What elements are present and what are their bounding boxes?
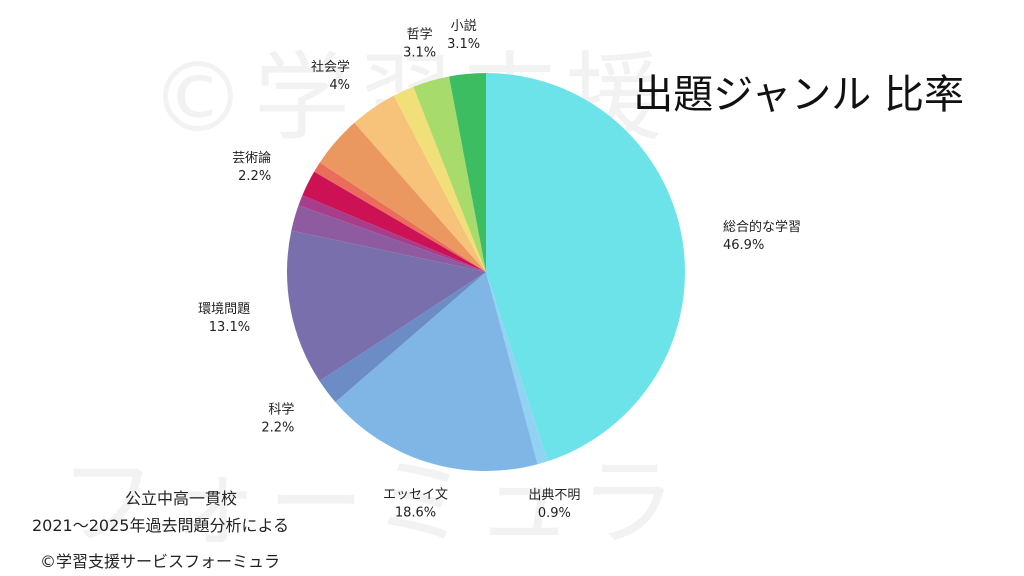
slice-category-label-1: 出典不明 bbox=[528, 488, 580, 503]
slice-category-label-4: 環境問題 bbox=[198, 302, 250, 317]
slice-category-label-2: エッセイ文 bbox=[383, 487, 448, 502]
slice-category-label-0: 総合的な学習 bbox=[723, 219, 801, 235]
slice-category-label-10: 社会学 bbox=[311, 59, 350, 75]
pie-slice-3 bbox=[319, 272, 486, 403]
footer-school-type: 公立中高一貫校 bbox=[125, 489, 238, 508]
slice-category-label-3: 科学 bbox=[268, 402, 294, 418]
slice-value-label-1: 0.9% bbox=[538, 506, 571, 521]
slice-value-label-2: 18.6% bbox=[395, 505, 436, 520]
slice-category-label-12: 哲学 bbox=[407, 26, 433, 42]
footer-analysis-period: 2021〜2025年過去問題分析による bbox=[32, 516, 289, 535]
slice-value-label-10: 4% bbox=[329, 78, 350, 93]
pie-slice-11 bbox=[393, 86, 486, 272]
slice-value-label-7: 2.2% bbox=[238, 169, 271, 184]
slice-value-label-4: 13.1% bbox=[209, 320, 250, 335]
slice-value-label-0: 46.9% bbox=[723, 238, 764, 253]
pie-slice-10 bbox=[354, 95, 486, 272]
slice-category-label-7: 芸術論 bbox=[232, 150, 271, 166]
slice-value-label-13: 3.1% bbox=[447, 37, 480, 52]
pie-slice-0 bbox=[486, 73, 685, 462]
pie-labels: 総合的な学習 46.9% 出典不明 0.9% エッセイ文 18.6% 科学 2.2% 環境問題 1… bbox=[198, 18, 801, 521]
pie-slice-13 bbox=[449, 73, 486, 272]
chart-title: 出題ジャンル 比率 bbox=[633, 72, 964, 118]
pie-slice-6 bbox=[298, 195, 486, 272]
pie-slice-4 bbox=[286, 230, 486, 382]
slice-value-label-12: 3.1% bbox=[403, 45, 436, 60]
pie-slice-12 bbox=[413, 76, 486, 273]
slice-category-label-13: 小説 bbox=[451, 18, 477, 34]
pie-slice-9 bbox=[319, 122, 486, 273]
pie-slice-5 bbox=[291, 205, 486, 272]
pie-slice-7 bbox=[302, 171, 486, 272]
pie-slices bbox=[286, 73, 685, 472]
pie-slice-2 bbox=[335, 272, 538, 472]
slice-value-label-3: 2.2% bbox=[261, 421, 294, 436]
pie-slice-1 bbox=[486, 272, 548, 465]
footer-copyright: ©学習支援サービスフォーミュラ bbox=[40, 552, 281, 571]
pie-slice-8 bbox=[314, 162, 486, 272]
